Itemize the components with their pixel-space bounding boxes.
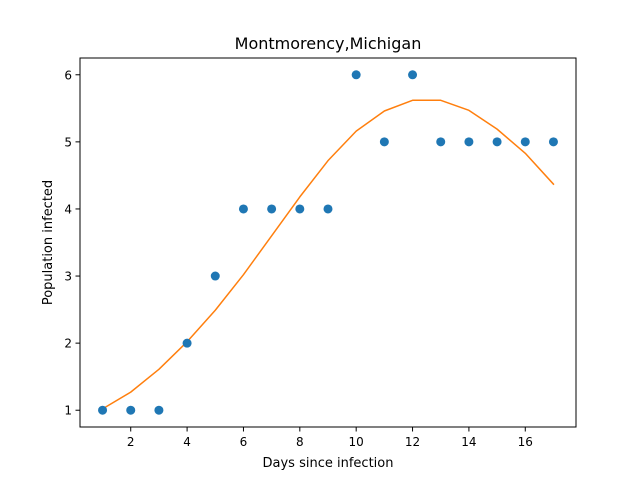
data-point [351, 70, 361, 80]
x-tick-label: 6 [240, 435, 248, 449]
data-point [464, 137, 474, 147]
x-axis-ticks: 2 4 6 8 10 12 14 16 [127, 427, 533, 449]
x-tick-label: 16 [518, 435, 533, 449]
x-tick-label: 2 [127, 435, 135, 449]
data-point [267, 204, 277, 214]
data-point [379, 137, 389, 147]
data-point [238, 204, 248, 214]
data-point [98, 405, 108, 415]
data-point [548, 137, 558, 147]
fit-line [101, 99, 555, 410]
data-point [154, 405, 164, 415]
plot-area [98, 70, 558, 415]
y-tick-label: 1 [64, 404, 72, 418]
axes-frame [79, 57, 577, 428]
y-tick-label: 5 [64, 135, 72, 149]
x-tick-label: 8 [296, 435, 304, 449]
data-point [182, 338, 192, 348]
data-point [408, 70, 418, 80]
chart-title: Montmorency,Michigan [235, 34, 422, 53]
data-point [210, 271, 220, 281]
y-tick-label: 3 [64, 270, 72, 284]
data-point [436, 137, 446, 147]
x-tick-label: 14 [461, 435, 476, 449]
x-tick-label: 12 [405, 435, 420, 449]
y-tick-label: 2 [64, 337, 72, 351]
y-tick-label: 6 [64, 68, 72, 82]
y-axis-label: Population infected [41, 180, 56, 305]
data-point [520, 137, 530, 147]
y-axis-ticks: 1 2 3 4 5 6 [64, 68, 80, 418]
data-point [126, 405, 136, 415]
y-tick-label: 4 [64, 202, 72, 216]
x-tick-label: 4 [183, 435, 191, 449]
data-point [295, 204, 305, 214]
x-tick-label: 10 [349, 435, 364, 449]
data-point [323, 204, 333, 214]
x-axis-label: Days since infection [263, 456, 394, 471]
data-point [492, 137, 502, 147]
